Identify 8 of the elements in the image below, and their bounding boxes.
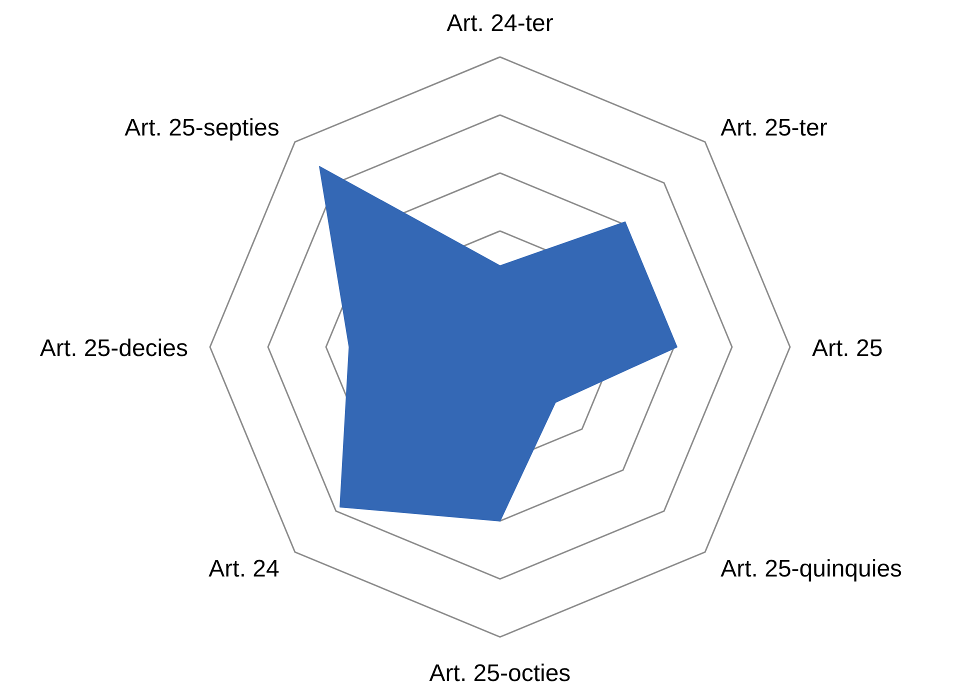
spoke-label: Art. 25-octies: [429, 660, 571, 685]
spoke-label: Art. 24: [208, 556, 280, 583]
spoke-label: Art. 25-decies: [40, 335, 188, 362]
spoke-label: Art. 25: [812, 335, 883, 362]
spoke-label: Art. 24-ter: [446, 10, 554, 37]
spoke-label: Art. 25-quinquies: [720, 556, 902, 583]
spoke-label: Art. 25-ter: [720, 114, 828, 142]
spoke-label: Art. 25-septies: [124, 114, 280, 142]
